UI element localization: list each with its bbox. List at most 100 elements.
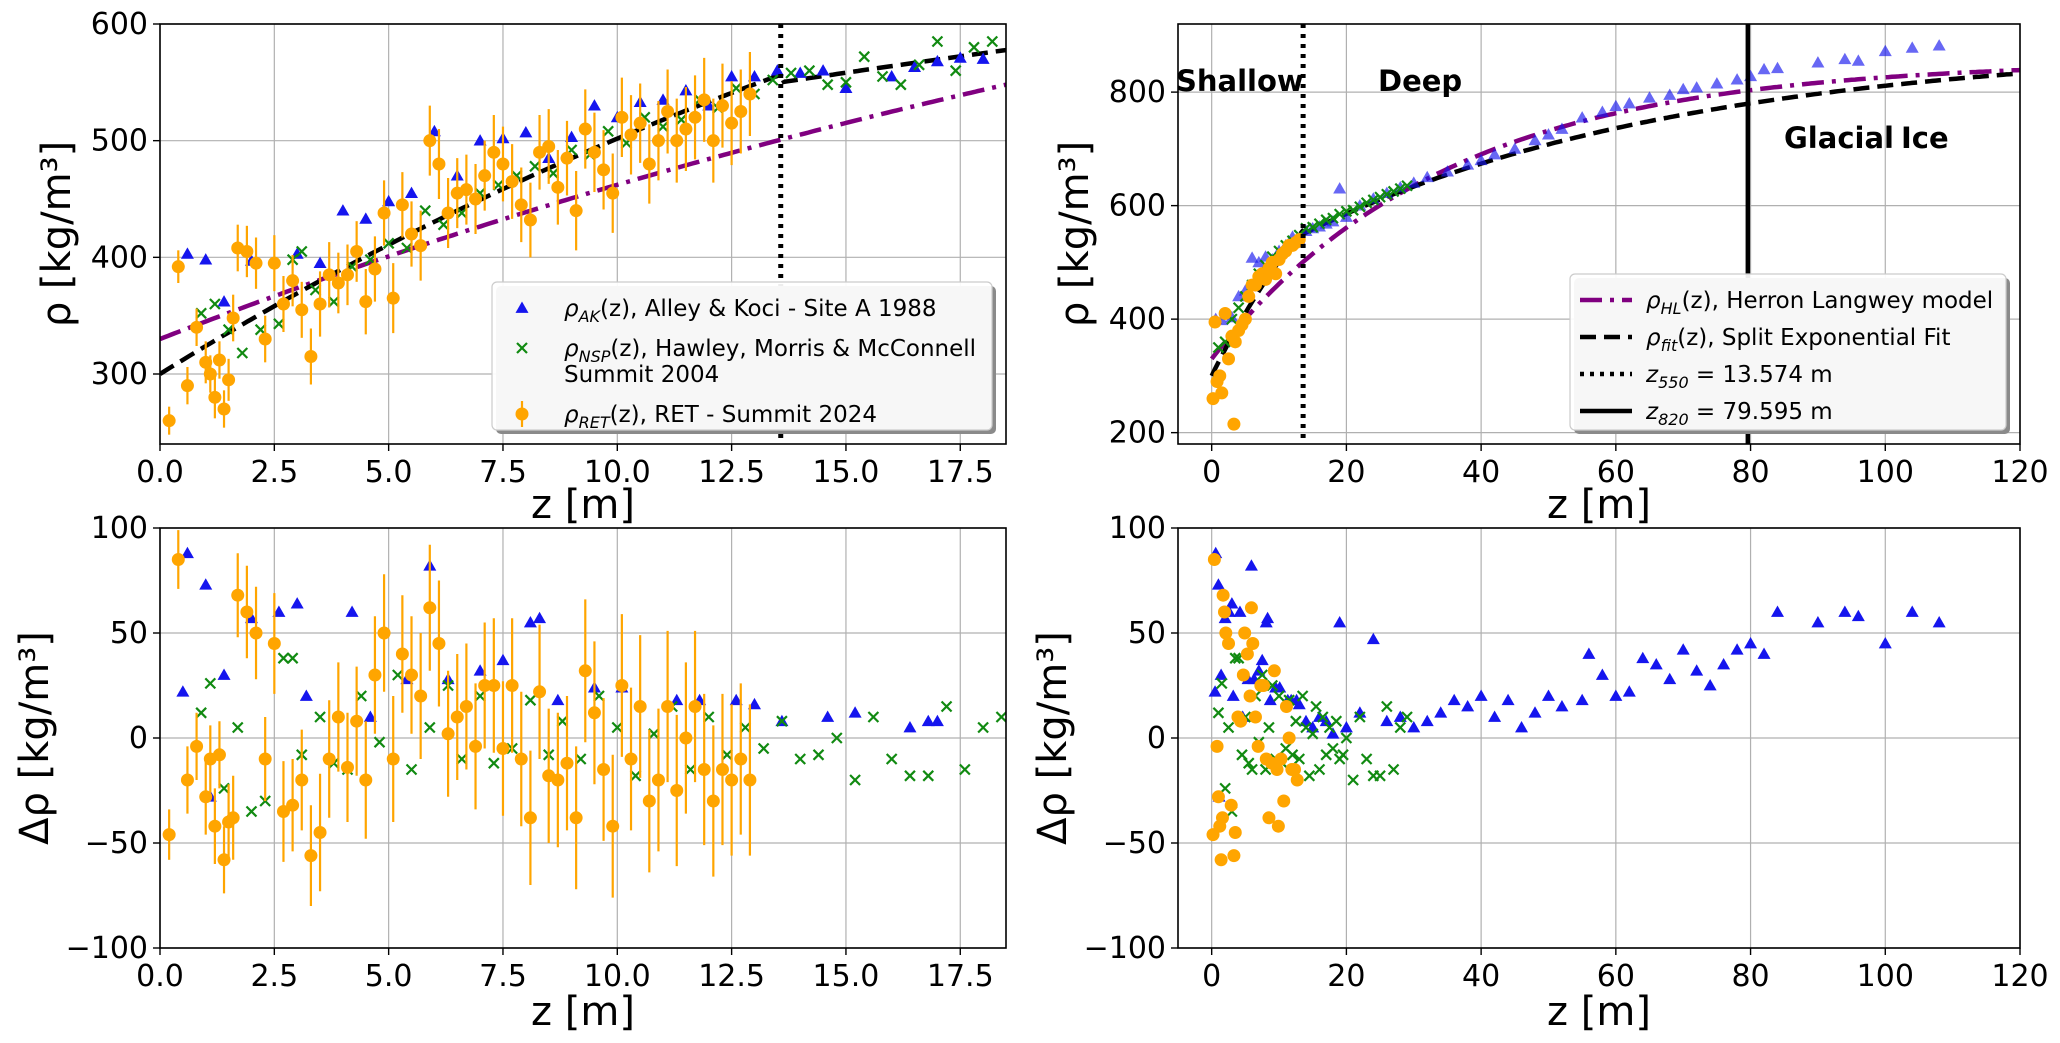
ret-point: [1243, 689, 1257, 703]
legend-entry: ρHL(z), Herron Langwey model: [1580, 288, 1993, 318]
hawley-point: [1327, 212, 1339, 224]
hawley-point: [1286, 749, 1299, 761]
alley-koci-point: [1252, 255, 1266, 268]
hawley-point: [373, 736, 386, 748]
ret-point: [661, 700, 675, 713]
alley-koci-point: [1225, 310, 1239, 323]
hawley-point: [424, 721, 436, 734]
hawley-point: [419, 204, 432, 217]
alley-koci-point: [1226, 689, 1240, 701]
x-tick-label: 120: [1991, 455, 2048, 490]
x-tick-label: 60: [1597, 959, 1635, 994]
ret-point: [295, 773, 309, 787]
hawley-point: [1330, 715, 1343, 727]
x-tick-label: 15.0: [813, 455, 880, 490]
ret-point: [1219, 626, 1233, 640]
ret-point: [405, 227, 419, 241]
ret-point: [171, 260, 185, 274]
legend-entry: z550 = 13.574 m: [1580, 362, 1833, 392]
ret-point: [651, 773, 665, 787]
ret-point: [322, 268, 336, 282]
alley-koci-point: [839, 81, 853, 94]
ret-point: [386, 752, 400, 766]
ret-point: [469, 739, 483, 753]
series-triangle: [1208, 546, 1946, 802]
hawley-point: [401, 242, 413, 254]
alley-koci-point: [1730, 643, 1744, 655]
x-tick-label: 20: [1327, 455, 1365, 490]
alley-koci-point: [1676, 82, 1690, 95]
alley-koci-point: [1528, 133, 1542, 146]
ret-point: [551, 773, 565, 787]
alley-koci-point: [1905, 605, 1919, 617]
ret-point: [624, 128, 638, 142]
hawley-point: [858, 50, 871, 63]
x-tick-label: 5.0: [365, 455, 413, 490]
legend-marker: [516, 342, 528, 354]
x-tick-label: 17.5: [927, 959, 994, 994]
alley-koci-point: [1878, 44, 1892, 57]
legend-marker: [515, 301, 529, 313]
alley-koci-point: [1555, 122, 1569, 134]
alley-koci-point: [1636, 651, 1650, 664]
hawley-point: [721, 749, 733, 761]
x-tick-label: 7.5: [479, 959, 527, 994]
legend-box: [1569, 273, 2007, 431]
alley-koci-point: [551, 693, 565, 706]
ret-point: [1227, 849, 1241, 863]
alley-koci-point: [1245, 251, 1259, 263]
alley-koci-point: [1663, 88, 1677, 100]
alley-koci-point: [821, 710, 835, 722]
ret-point: [432, 637, 446, 650]
alley-koci-point: [1838, 52, 1852, 65]
axes-frame: [1177, 23, 2021, 445]
alley-koci-point: [1690, 81, 1704, 93]
ret-point: [1244, 601, 1258, 615]
ret-point: [226, 811, 240, 825]
alley-koci-point: [747, 70, 761, 82]
alley-koci-point: [725, 70, 739, 82]
ret-point: [478, 679, 492, 692]
alley-koci-point: [1541, 128, 1555, 140]
hawley-point: [1374, 191, 1386, 203]
ret-point: [405, 668, 419, 682]
y-axis-label: ρ [kg/m³]: [34, 141, 80, 327]
hawley-point: [730, 82, 742, 94]
series-x: [195, 652, 1006, 818]
alley-koci-point: [345, 605, 359, 617]
alley-koci-point: [496, 653, 510, 666]
alley-koci-point: [1609, 99, 1623, 112]
alley-koci-point: [176, 685, 190, 697]
hawley-point: [1303, 770, 1316, 782]
hawley-point: [1360, 753, 1373, 765]
ret-point: [331, 276, 345, 290]
alley-koci-point: [519, 126, 533, 138]
ret-point: [414, 239, 428, 253]
alley-koci-point: [1575, 693, 1589, 706]
panel-top-left: 0.0 2.5 5.0 7.5 10.0 12.5 15.0 17.5 300 400 500 600…: [34, 7, 1007, 528]
ret-point: [1246, 637, 1260, 650]
alley-koci-point: [670, 693, 684, 706]
hawley-point: [831, 732, 843, 744]
legend-box: [491, 281, 993, 431]
ret-point: [1279, 700, 1293, 713]
alley-koci-point: [336, 204, 350, 216]
ret-point: [368, 262, 382, 276]
ret-point: [240, 245, 254, 258]
alley-koci-point: [1333, 182, 1347, 194]
ret-point: [743, 87, 757, 101]
ret-point: [249, 626, 263, 640]
alley-koci-point: [930, 54, 944, 67]
ret-point: [1222, 352, 1236, 366]
alley-koci-point: [1905, 41, 1919, 53]
hawley-point: [785, 67, 797, 79]
hawley-point: [895, 78, 907, 91]
ret-point: [1282, 731, 1296, 745]
ret-point: [322, 752, 336, 766]
y-tick-label: 600: [91, 7, 148, 42]
ret-point: [560, 151, 574, 165]
x-tick-label: 12.5: [698, 959, 765, 994]
hawley-point: [392, 669, 404, 681]
hawley-point: [437, 218, 450, 231]
hawley-point: [456, 207, 468, 219]
